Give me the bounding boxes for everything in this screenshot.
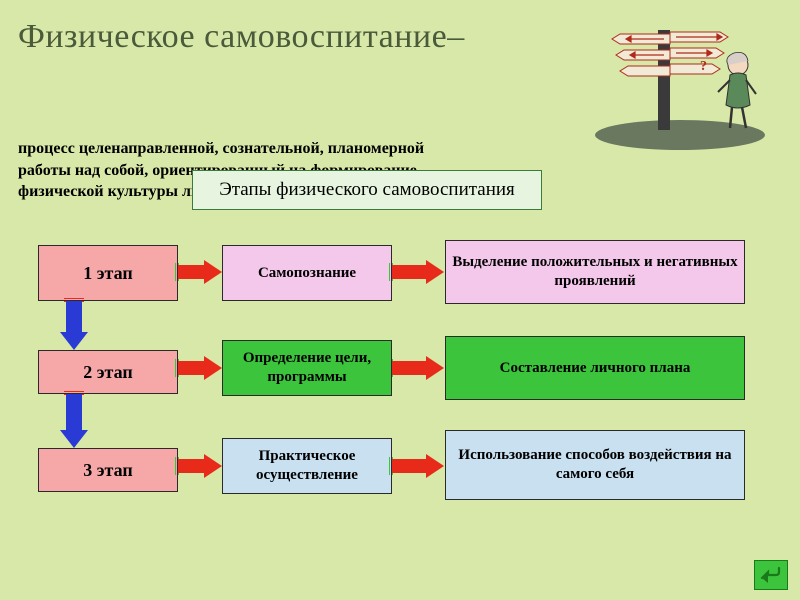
h-arrow xyxy=(178,454,222,478)
subtitle-line: процесс целенаправленной, сознательной, … xyxy=(18,140,424,157)
box-b1b: Выделение положительных и негативных про… xyxy=(445,240,745,304)
h-arrow xyxy=(392,356,444,380)
box-b3b: Использование способов воздействия на са… xyxy=(445,430,745,500)
box-stage3: 3 этап xyxy=(38,448,178,492)
v-arrow xyxy=(60,394,88,448)
box-stage2: 2 этап xyxy=(38,350,178,394)
box-b3a: Практическое осуществление xyxy=(222,438,392,494)
svg-text:?: ? xyxy=(700,59,707,74)
h-arrow xyxy=(178,356,222,380)
h-arrow xyxy=(392,260,444,284)
h-arrow xyxy=(178,260,222,284)
signpost-illustration: ? xyxy=(580,10,780,150)
v-arrow xyxy=(60,301,88,350)
box-b2a: Определение цели, программы xyxy=(222,340,392,396)
box-stage1: 1 этап xyxy=(38,245,178,301)
box-b2b: Составление личного плана xyxy=(445,336,745,400)
return-arrow-icon xyxy=(760,566,782,584)
h-arrow xyxy=(392,454,444,478)
page-title: Физическое самовоспитание– xyxy=(18,18,465,56)
nav-back-button[interactable] xyxy=(754,560,788,590)
stages-header-box: Этапы физического самовоспитания xyxy=(192,170,542,210)
box-b1a: Самопознание xyxy=(222,245,392,301)
